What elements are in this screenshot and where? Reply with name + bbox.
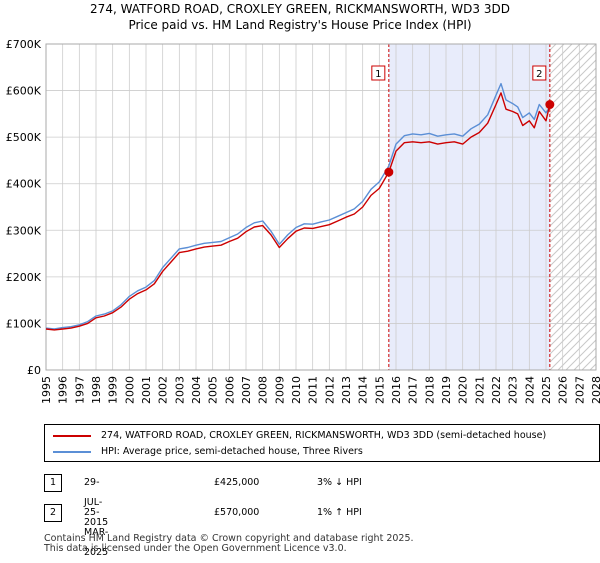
x-tick-label: 2016	[390, 376, 403, 404]
x-tick-label: 2019	[440, 376, 453, 404]
x-tick-label: 2001	[140, 376, 153, 404]
y-tick-label: £300K	[6, 224, 42, 237]
y-tick-label: £600K	[6, 85, 42, 98]
hpi-series-line	[45, 82, 551, 330]
sale-date: 25-MAR-2025	[84, 507, 109, 558]
y-tick-label: £0	[27, 364, 41, 377]
property-line-swatch	[53, 434, 91, 437]
legend-label-hpi: HPI: Average price, semi-detached house,…	[101, 446, 363, 457]
x-tick-label: 2025	[540, 376, 553, 404]
legend: 274, WATFORD ROAD, CROXLEY GREEN, RICKMA…	[44, 424, 600, 462]
price-chart: 1995 1996 1997 1998 1999 2000 2001 2002 2003 2004…	[6, 38, 600, 404]
sale-label-box	[371, 65, 386, 81]
x-tick-label: 2028	[590, 376, 600, 404]
x-tick-label: 2008	[257, 376, 270, 404]
x-tick-label: 2011	[307, 376, 320, 404]
x-tick-label: 2010	[290, 376, 303, 404]
x-tick-label: 2018	[423, 376, 436, 404]
x-tick-label: 2005	[207, 376, 220, 404]
sale-label: 1	[375, 69, 381, 80]
x-tick-label: 2014	[357, 376, 370, 404]
x-tick-label: 2027	[573, 376, 586, 404]
legend-item-hpi: HPI: Average price, semi-detached house,…	[53, 444, 363, 460]
sale-number-badge: 2	[44, 504, 62, 522]
sale-number-badge: 1	[44, 474, 62, 492]
x-tick-label: 2012	[323, 376, 336, 404]
x-tick-label: 2013	[340, 376, 353, 404]
sale-point	[384, 167, 394, 177]
x-tick-label: 2004	[190, 376, 203, 404]
plot-frame	[45, 43, 597, 371]
chart-title: 274, WATFORD ROAD, CROXLEY GREEN, RICKMA…	[90, 2, 510, 16]
x-tick-label: 2022	[490, 376, 503, 404]
x-tick-label: 2000	[123, 376, 136, 404]
x-tick-label: 1995	[40, 376, 53, 404]
shaded-period	[388, 44, 550, 370]
x-tick-label: 2007	[240, 376, 253, 404]
x-tick-label: 2026	[557, 376, 570, 404]
sale-point	[545, 100, 555, 110]
x-tick-label: 1997	[73, 376, 86, 404]
sale-label-box	[532, 65, 547, 81]
x-tick-label: 2021	[473, 376, 486, 404]
legend-item-property: 274, WATFORD ROAD, CROXLEY GREEN, RICKMA…	[53, 428, 546, 444]
x-tick-label: 2020	[457, 376, 470, 404]
footer-licence: This data is licensed under the Open Gov…	[44, 543, 347, 554]
x-tick-label: 2009	[273, 376, 286, 404]
y-tick-label: £200K	[6, 271, 42, 284]
y-tick-label: £700K	[6, 38, 42, 51]
sale-date: 29-JUL-2015	[84, 477, 109, 528]
x-tick-label: 2006	[223, 376, 236, 404]
legend-label-property: 274, WATFORD ROAD, CROXLEY GREEN, RICKMA…	[101, 430, 547, 441]
x-tick-label: 1998	[90, 376, 103, 404]
property-series-line	[45, 92, 551, 331]
x-tick-label: 2017	[407, 376, 420, 404]
y-tick-label: £400K	[6, 178, 42, 191]
x-tick-label: 2015	[373, 376, 386, 404]
hatched-forecast-area	[549, 44, 596, 370]
hpi-line-swatch	[53, 450, 91, 453]
chart-subtitle: Price paid vs. HM Land Registry's House …	[128, 18, 472, 32]
sale-hpi-diff: 1% ↑ HPI	[317, 507, 362, 518]
sale-price: £570,000	[214, 507, 260, 518]
y-tick-label: £100K	[6, 317, 42, 330]
x-tick-label: 2002	[157, 376, 170, 404]
sale-hpi-diff: 3% ↓ HPI	[317, 477, 362, 488]
y-tick-label: £500K	[6, 131, 42, 144]
x-tick-label: 2024	[523, 376, 536, 404]
x-tick-label: 2023	[507, 376, 520, 404]
x-tick-label: 1996	[57, 376, 70, 404]
x-tick-label: 2003	[173, 376, 186, 404]
footer-copyright: Contains HM Land Registry data © Crown c…	[44, 533, 414, 544]
sale-label: 2	[536, 69, 542, 80]
x-tick-label: 1999	[107, 376, 120, 404]
sale-price: £425,000	[214, 477, 260, 488]
